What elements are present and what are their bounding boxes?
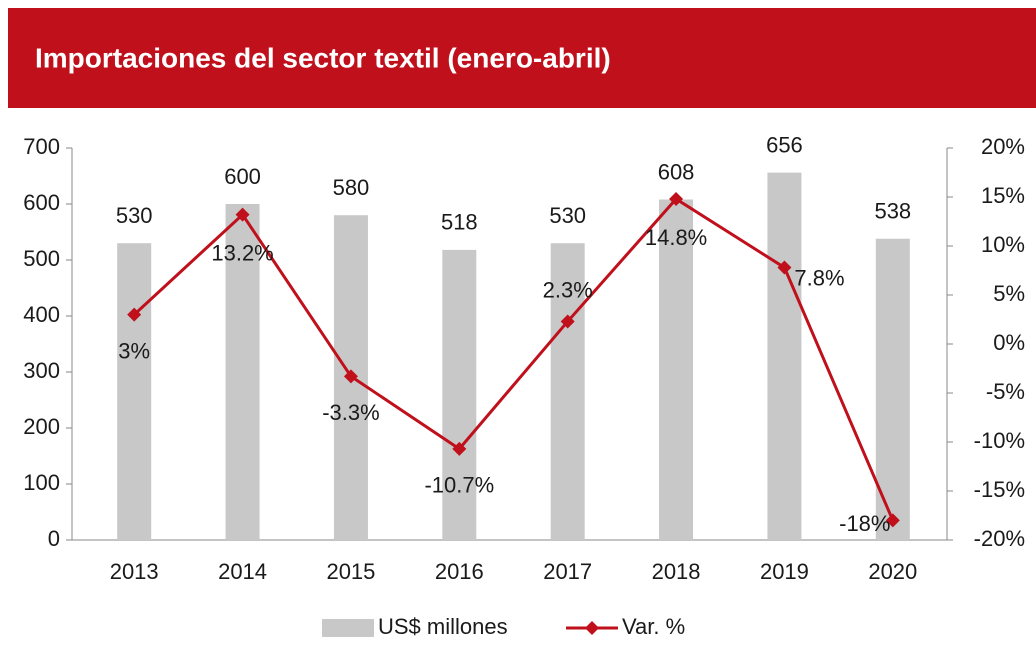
line-label: 7.8% xyxy=(794,265,844,290)
bar xyxy=(875,238,910,540)
x-tick-label: 2019 xyxy=(760,559,809,584)
bar xyxy=(767,172,802,540)
y-tick-label: 500 xyxy=(23,246,60,271)
bar-label: 530 xyxy=(116,203,153,228)
chart-title: Importaciones del sector textil (enero-a… xyxy=(35,42,611,73)
line-marker xyxy=(777,260,792,275)
x-tick-label: 2017 xyxy=(543,559,592,584)
bar-label: 600 xyxy=(224,164,261,189)
y-tick-label: 600 xyxy=(23,190,60,215)
y2-tick-label: 5% xyxy=(993,281,1025,306)
x-tick-label: 2018 xyxy=(652,559,701,584)
bar-label: 538 xyxy=(874,199,911,224)
legend-marker xyxy=(585,621,599,635)
y2-tick-label: -10% xyxy=(974,428,1025,453)
line-marker xyxy=(127,307,142,322)
y2-tick-label: 20% xyxy=(981,134,1025,159)
legend-swatch xyxy=(322,619,374,637)
y2-tick-label: 15% xyxy=(981,183,1025,208)
line-label: 13.2% xyxy=(211,240,273,265)
line-marker xyxy=(560,314,575,329)
y-tick-label: 300 xyxy=(23,358,60,383)
bar-label: 608 xyxy=(658,159,695,184)
line-label: 3% xyxy=(118,338,150,363)
y2-tick-label: -15% xyxy=(974,477,1025,502)
y-tick-label: 400 xyxy=(23,302,60,327)
x-tick-label: 2013 xyxy=(110,559,159,584)
x-tick-label: 2015 xyxy=(326,559,375,584)
header-band xyxy=(8,8,1036,108)
legend-label: US$ millones xyxy=(378,614,508,639)
x-tick-label: 2014 xyxy=(218,559,267,584)
legend-label: Var. % xyxy=(622,614,685,639)
bar-label: 580 xyxy=(333,175,370,200)
line-label: 2.3% xyxy=(543,277,593,302)
line-label: -18% xyxy=(839,511,890,536)
y2-tick-label: 10% xyxy=(981,232,1025,257)
y2-tick-label: -5% xyxy=(986,379,1025,404)
bar xyxy=(117,243,152,540)
y-tick-label: 100 xyxy=(23,470,60,495)
y2-tick-label: 0% xyxy=(993,330,1025,355)
bar-label: 518 xyxy=(441,210,478,235)
line-marker xyxy=(885,513,900,528)
bar-label: 530 xyxy=(549,203,586,228)
y-tick-label: 700 xyxy=(23,134,60,159)
bar xyxy=(442,249,477,541)
x-tick-label: 2020 xyxy=(868,559,917,584)
line-marker xyxy=(235,207,250,222)
line-label: -10.7% xyxy=(424,473,494,498)
line-label: -3.3% xyxy=(322,400,379,425)
bar xyxy=(659,199,694,540)
y-tick-label: 200 xyxy=(23,414,60,439)
y-tick-label: 0 xyxy=(48,526,60,551)
bar-label: 656 xyxy=(766,132,803,157)
line-label: 14.8% xyxy=(645,225,707,250)
line-marker xyxy=(343,369,358,384)
line-marker xyxy=(452,441,467,456)
line-marker xyxy=(669,191,684,206)
line xyxy=(133,197,895,521)
x-tick-label: 2016 xyxy=(435,559,484,584)
bar xyxy=(225,204,260,540)
y2-tick-label: -20% xyxy=(974,526,1025,551)
bar xyxy=(550,243,585,540)
